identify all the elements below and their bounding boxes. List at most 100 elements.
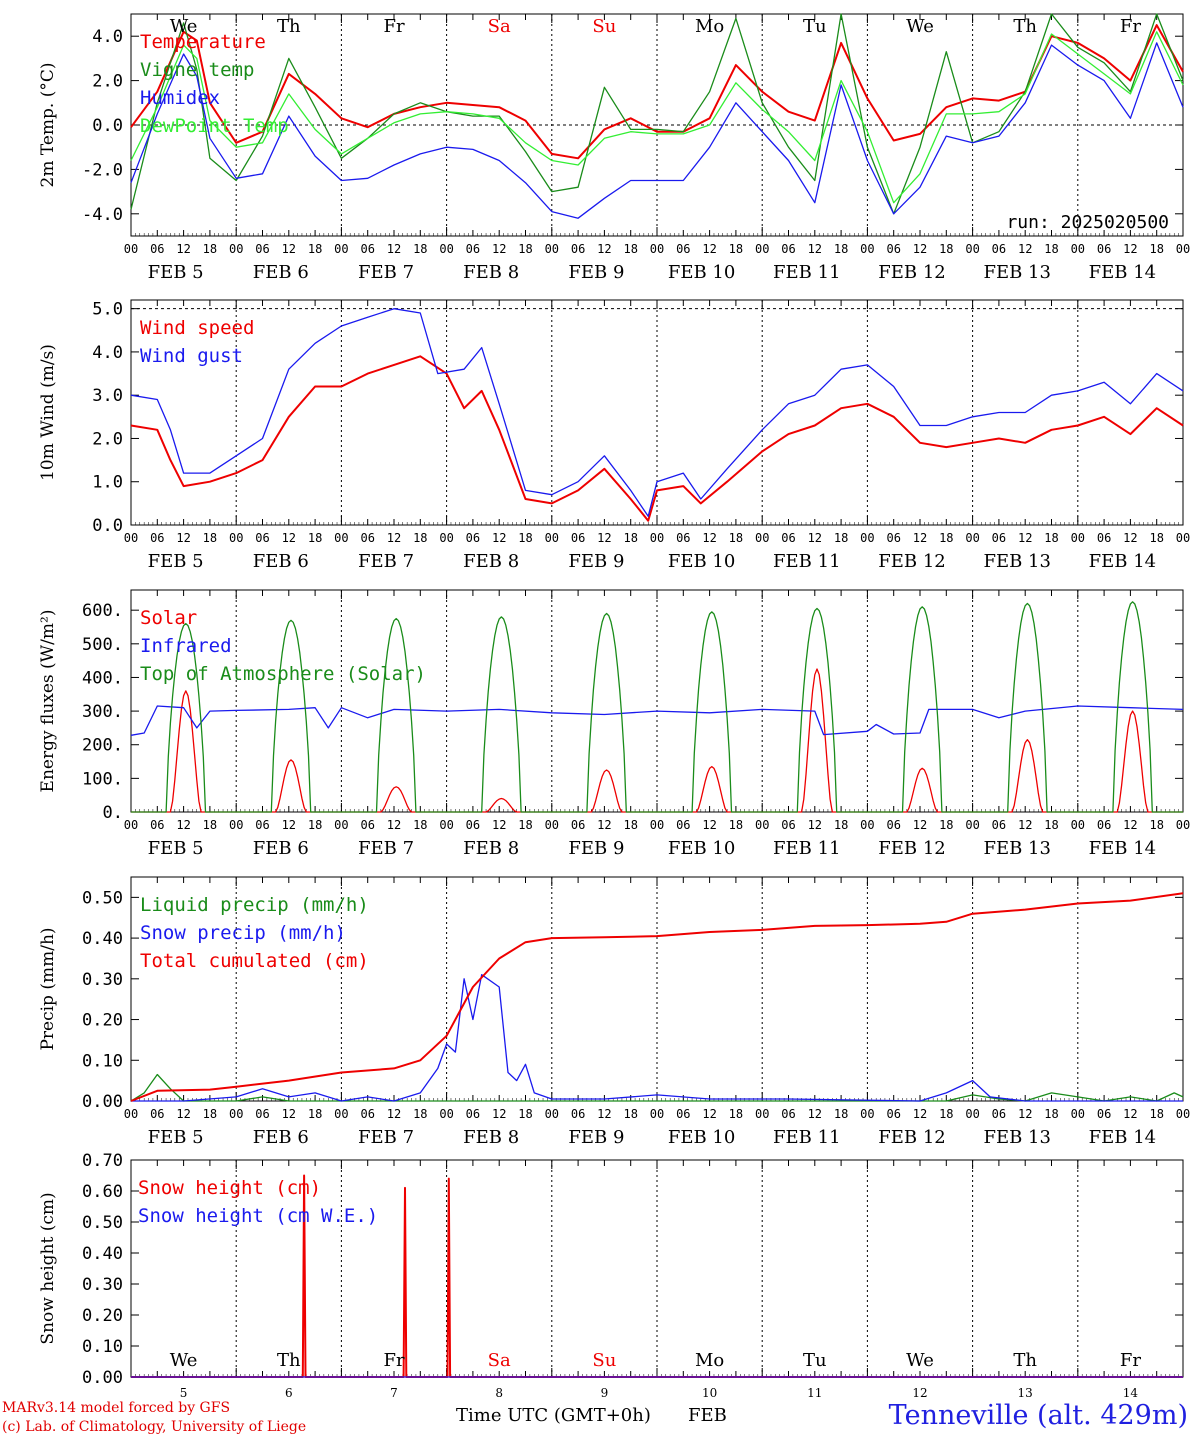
hour-tick-label: 06 (1097, 242, 1111, 256)
hour-tick-label: 18 (413, 242, 427, 256)
hour-tick-label: 18 (413, 1107, 427, 1121)
hour-tick-label: 06 (150, 242, 164, 256)
hour-tick-label: 06 (466, 531, 480, 545)
series-line (131, 601, 1183, 813)
hour-tick-label: 18 (623, 242, 637, 256)
date-label: FEB 9 (568, 838, 624, 859)
hour-tick-label: 12 (913, 1107, 927, 1121)
hour-tick-label: 06 (676, 1107, 690, 1121)
weekday-label: Fr (1120, 16, 1141, 37)
date-label: FEB 13 (983, 262, 1050, 283)
hour-tick-label: 12 (176, 242, 190, 256)
hour-tick-label: 06 (466, 1107, 480, 1121)
hour-tick-label: 12 (597, 242, 611, 256)
hour-tick-label: 06 (150, 531, 164, 545)
date-label: FEB 7 (358, 262, 414, 283)
model-credit: MARv3.14 model forced by GFS (2, 1400, 231, 1416)
series-line (130, 355, 1184, 522)
hour-tick-label: 06 (466, 242, 480, 256)
hour-tick-label: 00 (965, 531, 979, 545)
date-label: FEB 11 (773, 262, 840, 283)
hour-tick-label: 12 (702, 1107, 716, 1121)
hour-tick-label: 06 (781, 531, 795, 545)
y-tick-label: 4.0 (92, 343, 123, 363)
series-line (130, 308, 1184, 517)
hour-tick-label: 00 (860, 818, 874, 832)
hour-tick-label: 00 (755, 818, 769, 832)
hour-tick-label: 12 (492, 242, 506, 256)
hour-tick-label: 00 (545, 242, 559, 256)
hour-tick-label: 12 (492, 531, 506, 545)
y-tick-label: 0.10 (82, 1051, 123, 1071)
hour-tick-label: 00 (860, 1107, 874, 1121)
y-tick-label: 300. (82, 702, 123, 722)
date-label: FEB 8 (463, 838, 519, 859)
y-tick-label: 0.30 (82, 970, 123, 990)
date-label: FEB 6 (253, 838, 309, 859)
hour-tick-label: 18 (1044, 818, 1058, 832)
date-label: FEB 12 (878, 838, 945, 859)
date-label: FEB 6 (253, 1127, 309, 1148)
day-number-label: 6 (285, 1386, 293, 1400)
hour-tick-label: 00 (229, 818, 243, 832)
hour-tick-label: 06 (992, 531, 1006, 545)
y-tick-label: 0.00 (82, 1368, 123, 1388)
legend-entry: DewPoint Temp (140, 115, 289, 137)
hour-tick-label: 18 (1149, 1107, 1163, 1121)
hour-tick-label: 12 (1018, 531, 1032, 545)
hour-tick-label: 00 (124, 818, 138, 832)
legend-entry: Humidex (140, 87, 220, 109)
weekday-label: Fr (383, 16, 404, 37)
y-tick-label: 3.0 (92, 386, 123, 406)
y-axis-label: Precip (mm/h) (38, 927, 58, 1050)
hour-tick-label: 00 (860, 531, 874, 545)
hour-tick-label: 12 (808, 242, 822, 256)
hour-tick-label: 12 (176, 818, 190, 832)
weekday-label: Fr (383, 1350, 404, 1371)
hour-tick-label: 00 (545, 1107, 559, 1121)
day-number-label: 12 (912, 1386, 927, 1400)
series-line (130, 892, 1184, 1102)
date-label: FEB 5 (148, 1127, 204, 1148)
hour-tick-label: 06 (571, 531, 585, 545)
y-tick-label: 0.50 (82, 888, 123, 908)
legend-entry: Total cumulated (cm) (140, 950, 369, 972)
date-label: FEB 9 (568, 1127, 624, 1148)
date-label: FEB 9 (568, 262, 624, 283)
hour-tick-label: 12 (597, 1107, 611, 1121)
hour-tick-label: 00 (650, 531, 664, 545)
y-tick-label: 1.0 (92, 473, 123, 493)
date-label: FEB 10 (668, 1127, 735, 1148)
hour-tick-label: 06 (466, 818, 480, 832)
hour-tick-label: 12 (702, 242, 716, 256)
y-axis-label: Snow height (cm) (38, 1192, 58, 1344)
y-tick-label: 0.60 (82, 1182, 123, 1202)
hour-tick-label: 06 (255, 531, 269, 545)
y-tick-label: 2.0 (92, 72, 123, 92)
hour-tick-label: 18 (308, 818, 322, 832)
hour-tick-label: 18 (1044, 242, 1058, 256)
hour-tick-label: 18 (939, 1107, 953, 1121)
date-label: FEB 13 (983, 551, 1050, 572)
date-label: FEB 14 (1089, 1127, 1156, 1148)
date-label: FEB 5 (148, 262, 204, 283)
panel-5 (130, 1159, 1184, 1378)
hour-tick-label: 12 (1018, 818, 1032, 832)
weekday-label: Th (277, 16, 301, 37)
hour-tick-label: 12 (282, 1107, 296, 1121)
day-number-label: 11 (807, 1386, 822, 1400)
hour-tick-label: 12 (387, 818, 401, 832)
weekday-label: Fr (1120, 1350, 1141, 1371)
hour-tick-label: 06 (360, 1107, 374, 1121)
hour-tick-label: 12 (808, 818, 822, 832)
hour-tick-label: 00 (229, 1107, 243, 1121)
y-tick-label: 0.40 (82, 1244, 123, 1264)
y-tick-label: 0. (103, 803, 123, 823)
date-label: FEB 10 (668, 262, 735, 283)
hour-tick-label: 06 (571, 242, 585, 256)
y-tick-label: -2.0 (82, 160, 123, 180)
hour-tick-label: 00 (545, 818, 559, 832)
hour-tick-label: 00 (439, 818, 453, 832)
panel-3 (130, 589, 1184, 813)
